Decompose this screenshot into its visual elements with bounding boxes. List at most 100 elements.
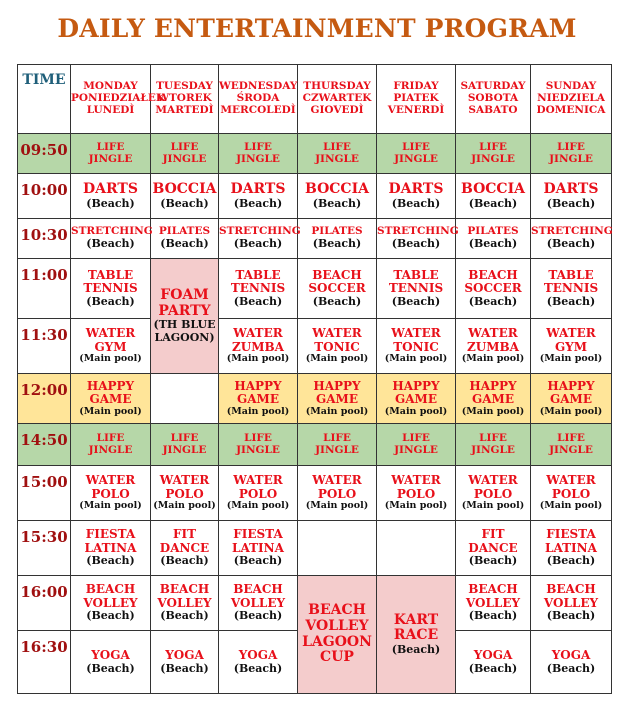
activity-location: (Beach) xyxy=(233,661,283,675)
activity-title: FIESTA LATINA xyxy=(84,527,137,555)
activity-cell: TABLE TENNIS (Beach) xyxy=(530,258,612,319)
activity-location: (Beach) xyxy=(233,196,283,210)
activity-location: (Beach) xyxy=(160,661,209,675)
activity-location: (Main pool) xyxy=(384,353,448,365)
activity-cell: LIFE JINGLE xyxy=(455,423,531,466)
activity-title: BEACH VOLLEY xyxy=(83,582,138,610)
activity-cell: WATER ZUMBA (Main pool) xyxy=(218,318,298,374)
activity-cell: WATER POLO (Main pool) xyxy=(455,465,531,521)
activity-title: HAPPY GAME xyxy=(547,378,595,407)
activity-title: WATER GYM xyxy=(546,326,596,354)
day-header-monday: MONDAY PONIEDZIAŁEK LUNEDÌ xyxy=(70,64,165,134)
activity-location: (Beach) xyxy=(233,609,283,623)
activity-title: FIT DANCE xyxy=(468,527,518,555)
activity-title: LIFE JINGLE xyxy=(315,140,359,165)
schedule-row: 11:30 WATER GYM (Main pool) WATER ZUMBA (Mai… xyxy=(17,318,612,374)
activity-location: (Beach) xyxy=(160,237,209,251)
activity-cell: BEACH VOLLEY (Beach) xyxy=(455,575,531,631)
activity-location: (Main pool) xyxy=(539,405,603,417)
activity-cell: FIT DANCE (Beach) xyxy=(455,520,531,576)
activity-title: LIFE JINGLE xyxy=(471,140,515,165)
activity-location: (Beach) xyxy=(86,661,135,675)
activity-title: TABLE TENNIS xyxy=(543,267,599,296)
activity-cell: BOCCIA (Beach) xyxy=(455,173,531,219)
activity-location: (Beach) xyxy=(86,294,135,308)
activity-title: LIFE JINGLE xyxy=(88,140,133,165)
activity-cell: LIFE JINGLE xyxy=(70,423,151,466)
activity-cell: WATER POLO (Main pool) xyxy=(297,465,377,521)
activity-cell: YOGA (Beach) xyxy=(150,630,219,694)
activity-cell: YOGA (Beach) xyxy=(70,630,151,694)
activity-title: BOCCIA xyxy=(152,181,217,197)
activity-title: WATER TONIC xyxy=(312,326,362,354)
activity-title: DARTS xyxy=(83,181,138,197)
activity-title: LIFE JINGLE xyxy=(394,140,438,165)
activity-location: (Beach) xyxy=(312,196,362,210)
activity-location: (Beach) xyxy=(391,237,441,251)
activity-title: BEACH VOLLEY xyxy=(230,582,286,610)
activity-title: STRETCHING xyxy=(71,225,153,238)
schedule-row: 16:00 BEACH VOLLEY (Beach) BEACH VOLLEY (Bea… xyxy=(17,575,612,694)
activity-cell: BOCCIA (Beach) xyxy=(150,173,219,219)
activity-title: BEACH SOCCER xyxy=(308,267,366,296)
schedule-row: 15:00 WATER POLO (Main pool) WATER POLO (Mai… xyxy=(17,465,612,521)
activity-cell: FIESTA LATINA (Beach) xyxy=(70,520,151,576)
activity-title: BEACH SOCCER xyxy=(464,267,522,296)
activity-cell: LIFE JINGLE xyxy=(297,423,377,466)
activity-cell: HAPPY GAME (Main pool) xyxy=(530,373,612,424)
activity-cell: HAPPY GAME (Main pool) xyxy=(455,373,531,424)
activity-title: FOAM PARTY xyxy=(158,287,211,319)
activity-cell: WATER TONIC (Main pool) xyxy=(297,318,377,374)
activity-title: PILATES xyxy=(467,225,519,238)
activity-title: TABLE TENNIS xyxy=(230,267,286,296)
activity-cell: FIESTA LATINA (Beach) xyxy=(530,520,612,576)
activity-title: LIFE JINGLE xyxy=(315,431,359,456)
activity-title: YOGA xyxy=(91,648,130,663)
activity-location: (Beach) xyxy=(312,294,362,308)
schedule-row: 15:30 FIESTA LATINA (Beach) FIT DANCE (Beach… xyxy=(17,520,612,576)
activity-location: (Main pool) xyxy=(305,500,369,512)
empty-cell xyxy=(297,520,377,576)
activity-cell: DARTS (Beach) xyxy=(376,173,456,219)
activity-cell: WATER GYM (Main pool) xyxy=(530,318,612,374)
activity-location: (Beach) xyxy=(468,294,518,308)
activity-cell: BEACH VOLLEY (Beach) xyxy=(150,575,219,631)
activity-location: (Beach) xyxy=(160,196,209,210)
page-title: DAILY ENTERTAINMENT PROGRAM xyxy=(57,14,577,43)
time-cell: 12:00 xyxy=(17,373,71,424)
schedule-row: 12:00 HAPPY GAME (Main pool) HAPPY GAME (Mai… xyxy=(17,373,612,424)
activity-cell: LIFE JINGLE xyxy=(218,423,298,466)
activity-cell: WATER POLO (Main pool) xyxy=(376,465,456,521)
activity-cell: KART RACE (Beach) xyxy=(376,575,456,694)
activity-location: (Beach) xyxy=(391,643,441,657)
activity-location: (Beach) xyxy=(546,661,596,675)
activity-location: (Beach) xyxy=(86,609,135,623)
activity-cell: LIFE JINGLE xyxy=(150,423,219,466)
empty-cell xyxy=(150,373,219,424)
activity-title: FIT DANCE xyxy=(159,527,210,555)
activity-cell: FIESTA LATINA (Beach) xyxy=(218,520,298,576)
activity-cell: STRETCHING (Beach) xyxy=(530,218,613,259)
activity-title: YOGA xyxy=(551,648,591,663)
activity-cell: LIFE JINGLE xyxy=(70,133,151,174)
activity-title: KART RACE xyxy=(393,611,439,644)
activity-cell: WATER ZUMBA (Main pool) xyxy=(455,318,531,374)
activity-cell: LIFE JINGLE xyxy=(530,423,612,466)
activity-title: BEACH VOLLEY xyxy=(543,582,599,610)
header-row: TIME MONDAY PONIEDZIAŁEK LUNEDÌ TUESDAY W… xyxy=(17,64,612,134)
activity-location: (Beach) xyxy=(546,294,596,308)
activity-cell: STRETCHING (Beach) xyxy=(376,218,459,259)
activity-cell: HAPPY GAME (Main pool) xyxy=(376,373,456,424)
schedule-row: 10:00 DARTS (Beach) BOCCIA (Beach) DARTS (Beac… xyxy=(17,173,612,219)
activity-cell: YOGA (Beach) xyxy=(218,630,298,694)
activity-location: (Beach) xyxy=(233,554,283,568)
activity-title: DARTS xyxy=(388,181,444,197)
activity-title: HAPPY GAME xyxy=(392,378,440,407)
activity-cell: LIFE JINGLE xyxy=(218,133,298,174)
activity-location: (Main pool) xyxy=(305,405,369,417)
activity-location: (Beach) xyxy=(468,609,518,623)
time-cell: 15:30 xyxy=(17,520,71,576)
activity-title: LIFE JINGLE xyxy=(549,140,593,165)
activity-title: FIESTA LATINA xyxy=(232,527,284,555)
activity-location: (Beach) xyxy=(160,554,209,568)
